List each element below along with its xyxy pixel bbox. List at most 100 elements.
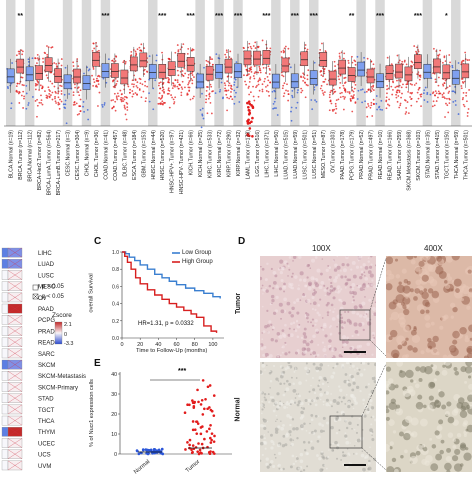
dot-tumor [193,428,197,431]
dot-tumor [208,452,212,456]
dot-tumor [210,438,213,442]
hr-annotation: HR=1.31, p = 0.0332 [138,321,194,327]
dot-tumor [191,444,195,447]
heat-label: LUSC [38,273,55,279]
box-27 [262,40,271,75]
ytick: 0.6 [112,284,119,290]
sample-label: TGCT.Tumor (n=150) [444,130,450,180]
panel-left-heatmap: LIHC LUAD LUSC MESO OV PAAD PCPG PRAD READ SARC SK… [0,238,100,474]
sample-label: LIHC.Normal (n=50) [274,130,280,177]
heat-cell-right [7,337,23,347]
sample-label: COAD.Normal (n=41) [103,130,109,180]
heat-cell-left [1,382,9,392]
heat-cell-right [7,460,23,471]
heat-cell-left [1,393,9,403]
dot-normal [148,449,152,452]
legend-p-gt: p > 0.05 [42,284,64,290]
histology-tumor-400x [386,256,472,358]
sample-label: PRAD.Tumor (n=497) [369,130,375,180]
heat-cell-left [1,415,9,426]
box-11 [111,53,119,88]
heat-label: SKCM [38,363,55,369]
dot-tumor [212,440,216,443]
sample-label: GBM.Tumor (n=153) [141,130,147,178]
sample-label: SARC.Tumor (n=259) [397,130,403,180]
box-6 [63,64,72,99]
heat-cell-left [1,427,9,437]
heat-cell-right [7,315,23,325]
dot-tumor [197,452,201,456]
sig-mark: *** [187,13,195,20]
ytick: 20 [111,412,117,418]
heat-label: SARC [38,352,55,358]
box-0 [6,58,15,93]
sample-label: KICH.Tumor (n=66) [189,130,195,175]
heat-cell-right [7,359,23,370]
sig-mark: *** [215,13,223,20]
box-5 [54,58,62,93]
heat-cell-right [7,348,23,359]
sample-label: HNSC-HPV-.Tumor (n=421) [179,130,185,195]
box-9 [92,42,100,77]
sample-label: BRCA.Normal (n=112) [28,130,34,182]
sample-label: LUSC.Tumor (n=501) [302,130,308,180]
box-24 [234,53,242,88]
histology-tumor-100x [260,256,376,358]
heat-cell-left [1,292,9,303]
box-28 [272,64,280,99]
sample-label: PCPG.Tumor (n=179) [350,130,356,181]
box-43 [414,44,422,79]
sample-label: BRCA-Her2.Tumor (n=82) [37,130,43,190]
ytick: 40 [111,372,117,378]
panel-a-boxplot: ** *** *** *** *** *** *** *** *** ** *** *** * BLCA.… [0,0,474,232]
dot-tumor [206,385,210,389]
box-32 [309,60,318,95]
sample-label: DLBC.Tumor (n=48) [122,130,128,177]
heat-cell-right [7,303,23,314]
ytick: 0 [114,452,117,458]
heatmap-svg: LIHC LUAD LUSC MESO OV PAAD PCPG PRAD READ SARC SK… [1,247,86,471]
xtick: 20 [137,342,143,348]
box-38 [366,58,375,93]
heat-label: UCEC [38,441,56,447]
box-30 [290,63,299,98]
mag-400x: 400X [424,244,443,253]
sample-label: KIRP.Normal (n=32) [236,130,242,176]
box-44 [423,54,432,89]
sig-mark: *** [101,13,109,20]
sig-mark: *** [291,13,299,20]
box-18 [177,43,186,78]
sample-label: KIRC.Normal (n=72) [217,130,223,177]
histology-normal-400x [386,362,472,472]
dot-tumor [209,441,213,444]
box-22 [215,54,223,89]
sig-mark: *** [234,13,242,20]
sample-label: LAML.Tumor (n=173) [245,130,251,180]
dot-tumor [199,403,203,406]
dot-normal [141,448,145,451]
box-48 [461,53,470,88]
survival-ylabel: overall Survival [88,273,95,313]
survival-xlabel: Time to Follow-Up (months) [136,348,208,354]
heat-cell-right [7,449,23,459]
heat-label: TGCT [38,408,55,414]
dot-normal [151,452,154,455]
dot-tumor [198,448,202,452]
dot-tumor [196,422,200,425]
heat-cell-right [7,371,23,381]
dot-tumor [186,441,189,444]
panel-e-dotplot: E 0 10 20 30 40 Normal Tumor *** % of Nucr1 ex… [89,358,242,476]
box-14 [139,42,148,77]
box-20 [196,63,204,98]
category-label: Tumor [185,459,202,474]
sample-label: KICH.Normal (n=25) [198,130,204,177]
dot-tumor [206,407,209,411]
dot-tumor [201,413,205,416]
heat-label: PRAD [38,329,55,335]
sample-label: SKCM.Metastasis (n=368) [406,130,412,191]
dot-tumor [203,407,206,411]
heat-cell-right [7,438,23,448]
sample-label: HNSC.Normal (n=44) [151,130,157,180]
dot-tumor [208,427,211,431]
dot-tumor [199,426,203,429]
